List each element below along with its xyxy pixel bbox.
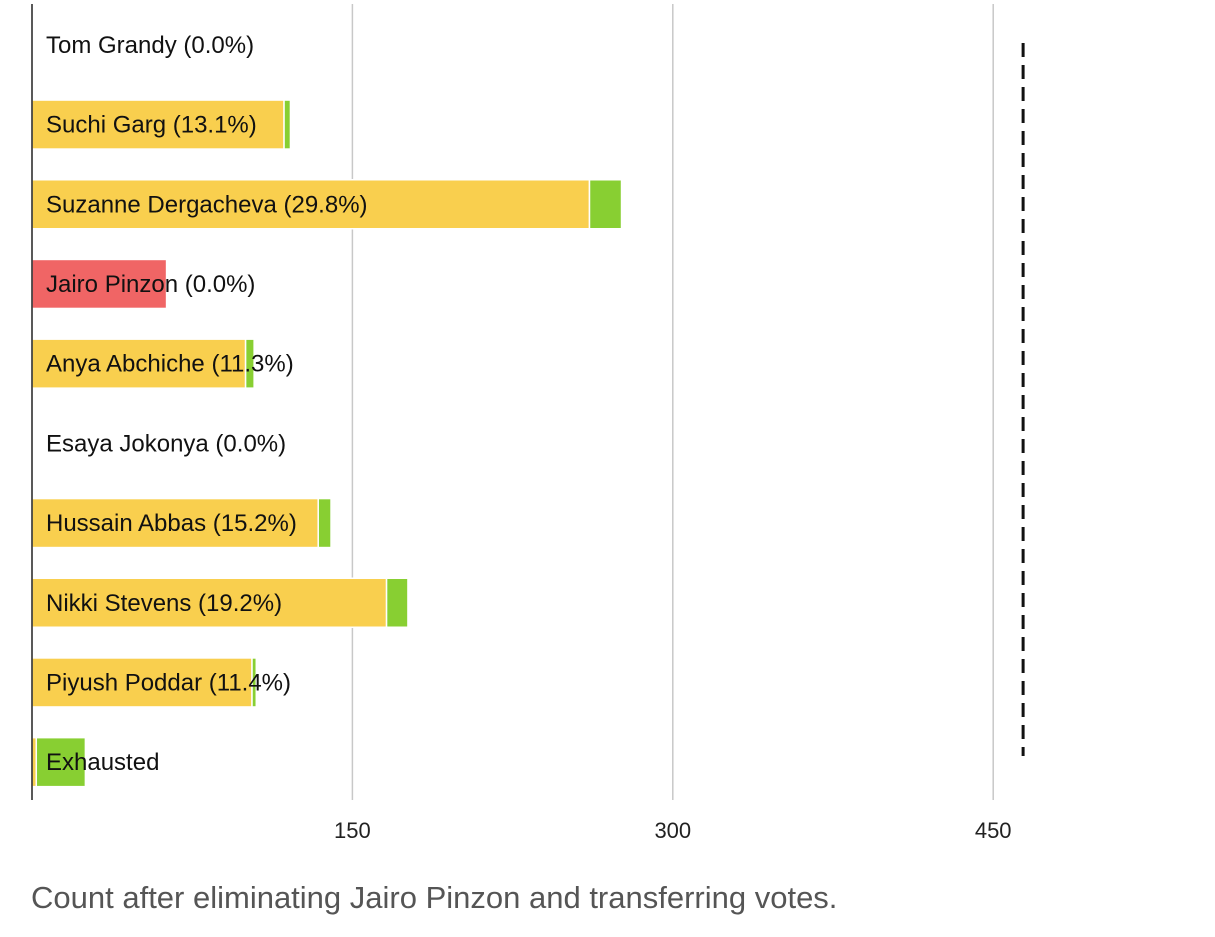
x-tick-label: 450 xyxy=(975,818,1012,843)
bar-label: Exhausted xyxy=(46,749,159,776)
bar-label: Nikki Stevens (19.2%) xyxy=(46,590,282,617)
bar-segment xyxy=(317,497,332,549)
bar-labels: Tom Grandy (0.0%) Suchi Garg (13.1%) Suzan… xyxy=(46,32,368,776)
bar-label: Hussain Abbas (15.2%) xyxy=(46,510,297,537)
bar-segment xyxy=(31,258,168,310)
x-tick-label: 300 xyxy=(654,818,691,843)
bar-segment xyxy=(35,736,87,788)
bar-segment xyxy=(251,657,258,708)
bar-label: Tom Grandy (0.0%) xyxy=(46,32,254,59)
axes: 150 300 450 xyxy=(31,4,1012,843)
bar-segment xyxy=(31,99,285,150)
bar-label: Anya Abchiche (11.3%) xyxy=(46,351,294,378)
bar-label: Suzanne Dergacheva (29.8%) xyxy=(46,191,368,218)
bar-label: Piyush Poddar (11.4%) xyxy=(46,669,291,696)
bar-segment xyxy=(31,497,319,549)
bar-segment xyxy=(244,338,255,389)
bar-segment xyxy=(588,179,623,230)
bar-segment xyxy=(31,657,253,708)
bar-segment xyxy=(31,338,247,389)
gridlines xyxy=(351,4,994,800)
bar-label: Jairo Pinzon (0.0%) xyxy=(46,271,255,298)
chart-caption: Count after eliminating Jairo Pinzon and… xyxy=(31,880,838,915)
bar-label: Esaya Jokonya (0.0%) xyxy=(46,430,286,457)
x-tick-label: 150 xyxy=(334,818,371,843)
bars xyxy=(31,99,623,788)
bar-label: Suchi Garg (13.1%) xyxy=(46,112,257,139)
bar-segment xyxy=(283,99,292,150)
vote-count-chart: Tom Grandy (0.0%) Suchi Garg (13.1%) Suzan… xyxy=(31,4,1025,843)
bar-segment xyxy=(385,577,409,628)
